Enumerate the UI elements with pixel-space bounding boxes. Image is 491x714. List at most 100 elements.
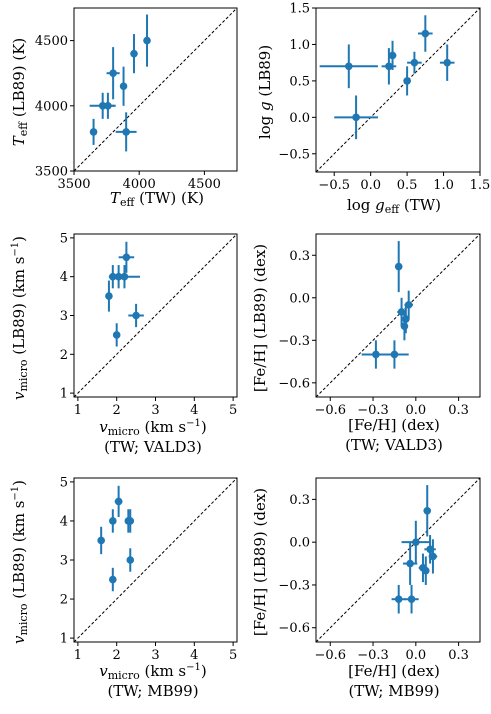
- y-tick-label: 0.5: [289, 74, 310, 89]
- data-point: [122, 128, 130, 136]
- y-tick-label: 0.3: [289, 493, 310, 508]
- data-point: [105, 292, 113, 300]
- data-point: [130, 49, 138, 58]
- one-to-one-line: [315, 7, 481, 173]
- data-point: [400, 322, 409, 330]
- y-tick-label: 3: [60, 554, 68, 569]
- x-tick-label: 0.0: [405, 648, 426, 663]
- one-to-one-line: [73, 477, 238, 643]
- axes-frame: [315, 233, 481, 398]
- y-tick-label: 4: [60, 270, 68, 285]
- data-point: [407, 595, 416, 604]
- x-tick-label: 2: [113, 403, 121, 418]
- one-to-one-line: [315, 233, 481, 398]
- y-tick-label: 4000: [35, 99, 68, 114]
- y-tick-label: 3: [60, 309, 68, 324]
- data-point: [109, 575, 117, 584]
- data-point: [89, 128, 98, 136]
- panel-vmicro-vald3: vmicro (km s−1) (TW; VALD3) vmicro (LB89…: [10, 231, 238, 456]
- x-tick-label: 5: [229, 403, 237, 418]
- x-tick-label: 0.0: [405, 403, 426, 418]
- x-tick-label: 1: [74, 403, 82, 418]
- x-tick-label: −0.6: [314, 403, 346, 418]
- x-tick-label: −0.5: [318, 178, 350, 193]
- x-tick-label: 4000: [123, 177, 156, 192]
- data-point: [114, 497, 123, 506]
- x-tick-label: 2: [113, 648, 121, 663]
- data-point: [423, 507, 432, 515]
- xlabel-line2-feh-vald3: (TW; VALD3): [345, 436, 443, 454]
- x-tick-label: 4500: [188, 177, 221, 192]
- y-tick-label: 2: [60, 593, 68, 608]
- panel-feh-vald3: [Fe/H] (dex) (TW; VALD3) [Fe/H] (LB89) (…: [251, 233, 481, 454]
- y-tick-label: 0.0: [289, 291, 310, 306]
- data-point: [345, 62, 353, 71]
- one-to-one-line: [315, 477, 481, 643]
- y-tick-label: 1.0: [289, 38, 310, 53]
- x-tick-label: 1.5: [470, 178, 491, 193]
- x-tick-label: 0.5: [397, 178, 418, 193]
- axes-frame: [315, 477, 481, 643]
- y-tick-label: 0.0: [289, 536, 310, 551]
- data-point: [443, 58, 452, 67]
- xlabel-feh-mb99: [Fe/H] (dex): [348, 662, 440, 680]
- one-to-one-line: [73, 7, 238, 172]
- data-point: [429, 552, 437, 561]
- xlabel-line2-feh-mb99: (TW; MB99): [348, 682, 439, 700]
- axes-frame: [73, 7, 238, 172]
- x-tick-label: 3: [151, 403, 159, 418]
- xlabel-logg: log geff (TW): [347, 196, 441, 216]
- xlabel-teff: Teff (TW) (K): [110, 189, 204, 209]
- ylabel-vmicro-vald3: vmicro (LB89) (km s−1): [10, 236, 30, 400]
- data-point: [410, 58, 419, 67]
- xlabel-vmicro-mb99: vmicro (km s−1): [99, 662, 207, 682]
- data-point: [422, 566, 430, 575]
- ylabel-feh-mb99: [Fe/H] (LB89) (dex): [251, 488, 269, 636]
- axes-frame: [315, 7, 481, 173]
- data-point: [126, 556, 135, 564]
- data-point: [109, 69, 117, 77]
- panel-teff: Teff (TW) (K) Teff (LB89) (K) 3500 4000 45…: [10, 7, 238, 209]
- y-tick-label: −0.3: [278, 578, 310, 593]
- y-tick-label: 1.5: [289, 2, 310, 17]
- y-tick-label: 4: [60, 514, 68, 529]
- data-point: [143, 36, 151, 45]
- ylabel-logg: log g (LB89): [256, 45, 274, 139]
- data-point: [421, 29, 430, 38]
- y-tick-label: 1: [60, 632, 68, 647]
- ylabel-teff: Teff (LB89) (K): [10, 38, 30, 147]
- data-point: [390, 350, 399, 359]
- x-tick-label: −0.3: [357, 403, 389, 418]
- y-tick-label: 0.0: [289, 111, 310, 126]
- y-tick-label: 5: [60, 231, 68, 246]
- ylabel-feh-vald3: [Fe/H] (LB89) (dex): [251, 244, 269, 392]
- data-point: [406, 559, 414, 568]
- data-point: [132, 311, 140, 320]
- xlabel-line2-vald3: (TW; VALD3): [104, 438, 202, 456]
- y-tick-label: 5: [60, 475, 68, 490]
- panel-vmicro-mb99: vmicro (km s−1) (TW; MB99) vmicro (LB89)…: [10, 475, 238, 700]
- data-point: [97, 536, 105, 545]
- one-to-one-line: [73, 233, 238, 398]
- x-tick-label: 3500: [57, 177, 90, 192]
- y-tick-label: 2: [60, 348, 68, 363]
- x-tick-label: −0.3: [357, 648, 389, 663]
- data-point: [352, 113, 360, 122]
- panel-feh-mb99: [Fe/H] (dex) (TW; MB99) [Fe/H] (LB89) (d…: [251, 477, 481, 700]
- data-point: [122, 253, 131, 262]
- data-point: [126, 517, 135, 525]
- y-tick-label: −0.6: [278, 376, 310, 391]
- xlabel-feh-vald3: [Fe/H] (dex): [348, 416, 440, 434]
- ylabel-vmicro-mb99: vmicro (LB89) (km s−1): [10, 480, 30, 644]
- panel-logg: log geff (TW) log g (LB89) −0.5 0.0 0.5 1.0…: [256, 2, 490, 217]
- data-point: [119, 82, 128, 91]
- x-tick-label: 0.3: [448, 648, 469, 663]
- y-tick-label: 0.3: [289, 249, 310, 264]
- x-tick-label: −0.6: [314, 648, 346, 663]
- data-point: [394, 262, 403, 271]
- y-tick-label: 3500: [35, 165, 68, 180]
- x-tick-label: 0.3: [448, 403, 469, 418]
- y-tick-label: −0.5: [278, 147, 310, 162]
- x-tick-label: 4: [190, 648, 198, 663]
